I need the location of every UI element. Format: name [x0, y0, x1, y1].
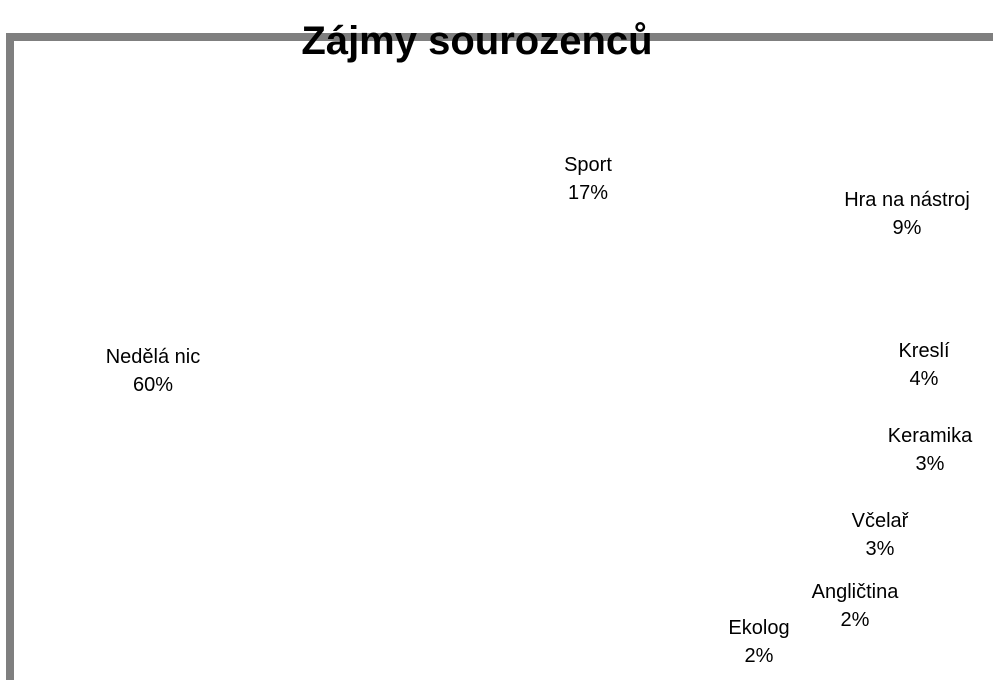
slice-percent-label: 9% — [893, 217, 922, 239]
slice-percent-label: 3% — [916, 453, 945, 475]
slice-label: Kreslí — [898, 340, 950, 362]
slice-label: Hra na nástroj — [844, 189, 970, 211]
slice-percent-label: 4% — [910, 368, 939, 390]
slice-percent-label: 2% — [745, 645, 774, 667]
slice-label: Ekolog — [728, 617, 789, 639]
slice-label: Nedělá nic — [106, 346, 201, 368]
slice-percent-label: 60% — [133, 374, 173, 396]
data-labels: Nedělá nic 60% Sport 17% Hra na nástroj 9% Kre… — [106, 154, 973, 667]
slice-label: Sport — [564, 154, 612, 176]
slice-label: Angličtina — [812, 581, 900, 603]
chart-title: Zájmy sourozenců — [301, 19, 652, 63]
slice-percent-label: 17% — [568, 182, 608, 204]
chart-frame — [6, 33, 993, 680]
slice-percent-label: 3% — [866, 538, 895, 560]
slice-percent-label: 2% — [841, 609, 870, 631]
slice-label: Keramika — [888, 425, 973, 447]
slice-label: Včelař — [852, 510, 910, 532]
